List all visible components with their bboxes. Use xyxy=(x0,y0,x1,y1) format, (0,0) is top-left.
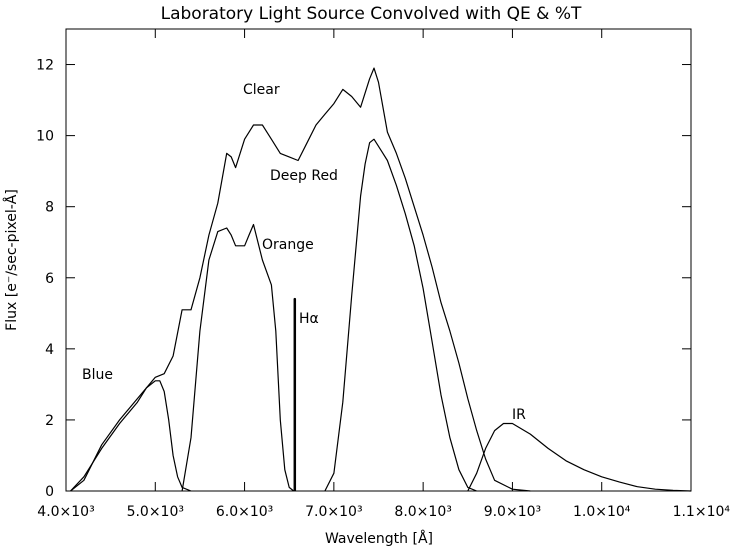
y-tick-label: 10 xyxy=(36,129,54,145)
y-tick-label: 12 xyxy=(36,58,54,74)
label-clear: Clear xyxy=(243,82,280,98)
y-tick-label: 2 xyxy=(45,413,54,429)
x-tick-label: 9.0×10³ xyxy=(484,504,541,520)
label-ir: IR xyxy=(512,407,526,423)
x-tick-label: 4.0×10³ xyxy=(37,504,94,520)
x-axis-ticks: 4.0×10³ 5.0×10³ 6.0×10³ 7.0×10³ 8.0×10³ 9.0×1… xyxy=(37,29,730,520)
series-line-deep-red xyxy=(324,138,477,492)
x-tick-label: 1.0×10⁴ xyxy=(573,504,631,520)
y-tick-label: 8 xyxy=(45,200,54,216)
x-tick-label: 7.0×10³ xyxy=(305,504,362,520)
series-line-orange xyxy=(181,223,295,492)
x-tick-label: 8.0×10³ xyxy=(394,504,451,520)
y-axis-label: Flux [e⁻/sec-pixel-Å] xyxy=(3,189,20,331)
x-tick-label: 5.0×10³ xyxy=(127,504,184,520)
series-layer xyxy=(70,67,692,492)
y-axis-ticks: 0 2 4 6 8 10 12 xyxy=(36,58,691,500)
label-orange: Orange xyxy=(262,237,314,253)
y-tick-label: 4 xyxy=(45,342,54,358)
label-blue: Blue xyxy=(82,367,113,383)
plot-frame xyxy=(65,28,692,492)
chart-title: Laboratory Light Source Convolved with Q… xyxy=(161,4,582,24)
series-line-blue xyxy=(70,380,192,492)
label-halpha: Hα xyxy=(299,311,319,327)
x-tick-label: 1.1×10⁴ xyxy=(673,504,731,520)
label-deep-red: Deep Red xyxy=(270,168,338,184)
y-tick-label: 6 xyxy=(45,271,54,287)
series-line-ir xyxy=(467,422,692,492)
series-line-clear xyxy=(70,67,531,492)
y-tick-label: 0 xyxy=(45,484,54,500)
x-tick-label: 6.0×10³ xyxy=(216,504,273,520)
x-axis-label: Wavelength [Å] xyxy=(325,530,433,547)
